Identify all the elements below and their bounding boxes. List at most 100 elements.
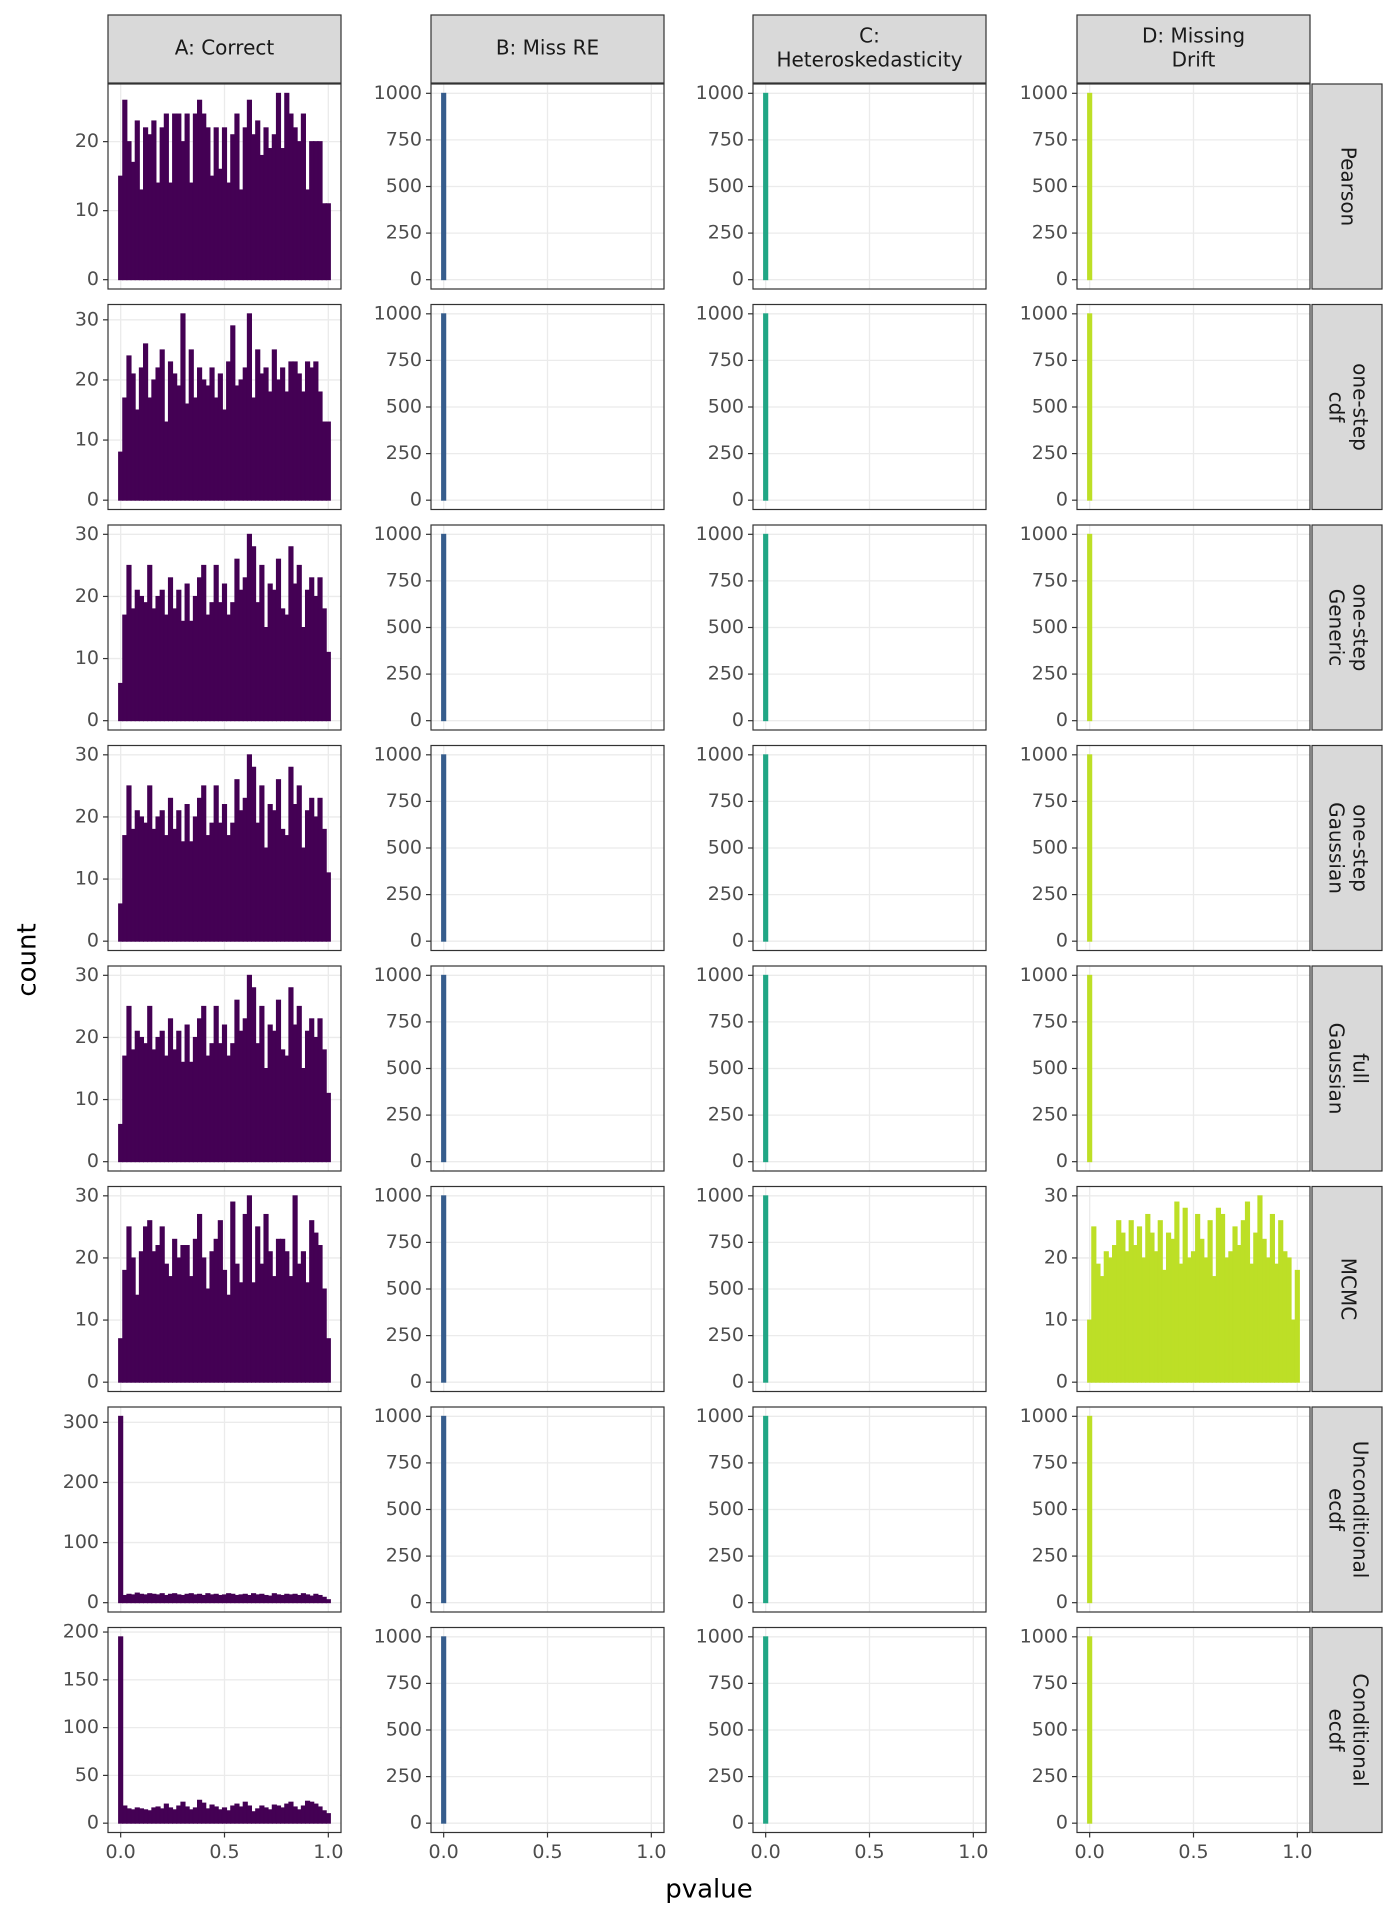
histogram-bar <box>313 1593 319 1604</box>
histogram-bar <box>284 614 290 722</box>
histogram-bar <box>321 1049 327 1163</box>
histogram-bar <box>205 1808 211 1824</box>
histogram-bar <box>213 127 219 281</box>
y-tick-label: 0 <box>87 1812 99 1834</box>
x-tick-label: 0.0 <box>751 1841 781 1863</box>
y-tick-label: 250 <box>1032 1104 1068 1126</box>
panel-border <box>107 965 342 1172</box>
y-tick-label: 20 <box>75 1246 99 1268</box>
histogram-bar <box>205 1288 211 1383</box>
histogram-bar <box>763 754 769 942</box>
histogram-bar <box>213 397 219 501</box>
histogram-bar <box>296 1005 302 1163</box>
y-tick-label: 750 <box>708 1231 744 1253</box>
histogram-bar <box>246 313 252 501</box>
y-tick-label: 500 <box>708 1498 744 1520</box>
histogram-bar <box>130 1257 136 1383</box>
panel-border <box>1076 1185 1311 1393</box>
histogram-bar <box>263 367 269 501</box>
histogram-bar <box>134 1807 140 1824</box>
histogram-bar <box>267 391 273 501</box>
histogram-bar <box>1219 1213 1226 1383</box>
y-tick-label: 0 <box>1056 1371 1068 1393</box>
histogram-bar <box>1141 1257 1147 1383</box>
y-tick-label: 500 <box>1032 616 1068 638</box>
histogram-bar <box>321 203 327 281</box>
histogram-bar <box>271 1030 277 1163</box>
y-tick-label: 1000 <box>696 743 744 765</box>
histogram-bar <box>180 141 186 281</box>
histogram-bar <box>172 373 178 501</box>
y-tick-label: 0 <box>410 489 422 511</box>
histogram-bar <box>234 779 240 942</box>
y-tick-label: 20 <box>75 805 99 827</box>
histogram-bar <box>138 816 145 942</box>
histogram-bar <box>188 1809 194 1824</box>
histogram-bar <box>130 608 136 722</box>
histogram-bar <box>250 1811 257 1824</box>
y-tick-label: 750 <box>1032 128 1068 150</box>
histogram-bar <box>209 1804 215 1824</box>
row-strip-label: full <box>1349 1053 1373 1084</box>
row-strip-label-group: MCMC <box>1337 1258 1361 1320</box>
histogram-bar <box>321 1288 327 1383</box>
histogram-bar <box>230 1805 236 1824</box>
histogram-bar <box>292 1593 298 1604</box>
y-tick-label: 1000 <box>696 964 744 986</box>
histogram-bar <box>209 822 215 942</box>
histogram-bar <box>230 325 236 501</box>
y-tick-label: 20 <box>75 1026 99 1048</box>
histogram-bar <box>197 1018 203 1163</box>
y-tick-label: 500 <box>1032 1498 1068 1520</box>
y-tick-label: 0 <box>87 1371 99 1393</box>
histogram-bar <box>184 583 190 722</box>
histogram-bar <box>441 1195 447 1383</box>
histogram-bar <box>246 1594 252 1604</box>
histogram-bar <box>317 1594 323 1604</box>
histogram-bar <box>275 999 282 1163</box>
histogram-bar <box>271 589 277 722</box>
histogram-bar <box>275 779 282 942</box>
histogram-bar <box>143 343 149 501</box>
y-tick-label: 0 <box>1056 1812 1068 1834</box>
histogram-bar <box>288 766 294 942</box>
column-strip <box>752 14 987 84</box>
histogram-bar <box>259 564 265 722</box>
histogram-bar <box>130 161 136 281</box>
histogram-bar <box>238 189 244 281</box>
histogram-bar <box>226 1810 232 1824</box>
y-tick-label: 500 <box>708 1057 744 1079</box>
y-tick-label: 250 <box>708 1765 744 1787</box>
y-tick-label: 10 <box>75 199 99 221</box>
y-tick-label: 300 <box>63 1411 99 1433</box>
histogram-bar <box>242 1213 248 1383</box>
histogram-bar <box>1195 1213 1201 1383</box>
histogram-bar <box>205 385 211 501</box>
histogram-bar <box>1186 1257 1192 1383</box>
histogram-bar <box>763 1636 769 1824</box>
histogram-bar <box>205 1593 211 1604</box>
histogram-bar <box>259 1005 265 1163</box>
y-axis-title: count <box>13 923 43 996</box>
y-tick-label: 500 <box>386 616 422 638</box>
histogram-bar <box>1095 1263 1101 1383</box>
y-tick-label: 250 <box>708 222 744 244</box>
histogram-bar <box>221 1807 228 1824</box>
histogram-bar <box>1215 1207 1221 1383</box>
histogram-bar <box>126 1226 132 1383</box>
histogram-bar <box>288 361 294 501</box>
histogram-bar <box>1182 1207 1188 1383</box>
y-tick-label: 1000 <box>1020 1625 1068 1647</box>
histogram-bar <box>172 1593 178 1604</box>
histogram-bar <box>275 379 282 501</box>
histogram-bar <box>292 804 298 942</box>
y-tick-label: 750 <box>1032 349 1068 371</box>
histogram-bar <box>238 1594 244 1604</box>
panel-border <box>107 303 342 511</box>
y-tick-label: 500 <box>708 175 744 197</box>
histogram-bar <box>267 1251 273 1383</box>
